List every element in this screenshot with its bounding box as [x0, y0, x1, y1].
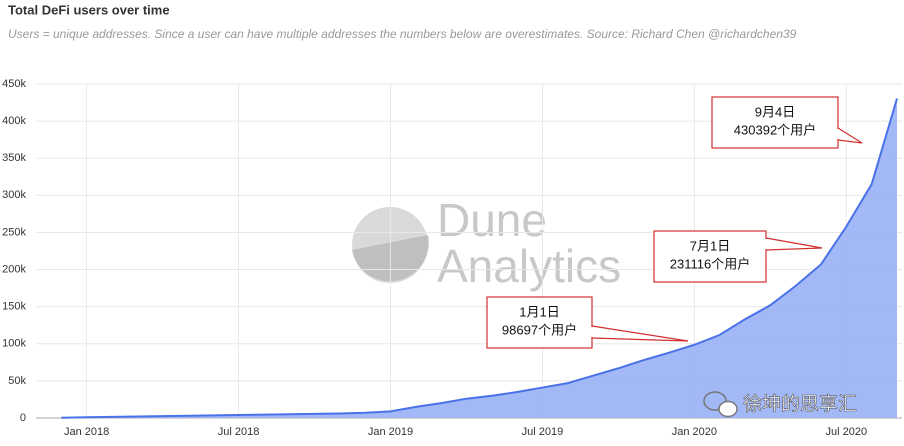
callout-box [653, 230, 767, 283]
watermark-text: Dune [437, 194, 547, 246]
chart-subtitle: Users = unique addresses. Since a user c… [8, 27, 797, 41]
area-line [61, 98, 898, 419]
y-tick-label: 50k [8, 375, 26, 387]
callout-text: 231116个用户 [670, 256, 750, 271]
callout-text: 7月1日 [690, 238, 730, 253]
callout: 9月4日 430392个用户 [711, 96, 863, 149]
callout-text: 1月1日 [519, 304, 559, 319]
area-fill [61, 98, 897, 418]
callout: 1月1日 98697个用户 [486, 296, 689, 349]
callout-text: 98697个用户 [502, 322, 577, 337]
y-tick-label: 250k [2, 226, 26, 238]
wechat-icon [718, 400, 738, 418]
y-tick-label: 0 [20, 412, 26, 424]
callout-text: 430392个用户 [734, 122, 816, 137]
x-tick-label: Jan 2018 [64, 426, 109, 438]
chart-title: Total DeFi users over time [8, 2, 170, 17]
callout-box [486, 296, 593, 349]
watermark-text: 徐坤的思享汇 [743, 393, 857, 415]
x-tick-label: Jan 2020 [672, 426, 717, 438]
x-tick-label: Jul 2019 [522, 426, 564, 438]
watermark-text: Analytics [437, 240, 621, 292]
y-tick-label: 100k [2, 338, 26, 350]
x-tick-label: Jul 2018 [218, 426, 260, 438]
callout-box [711, 96, 839, 149]
y-tick-label: 350k [2, 152, 26, 164]
y-tick-label: 400k [2, 115, 26, 127]
callout-text: 9月4日 [755, 104, 795, 119]
y-tick-label: 200k [2, 263, 26, 275]
callout: 7月1日 231116个用户 [653, 230, 823, 283]
y-tick-label: 450k [2, 78, 26, 90]
wechat-watermark: 徐坤的思享汇 [703, 391, 857, 418]
x-tick-label: Jul 2020 [826, 426, 868, 438]
y-tick-label: 150k [2, 301, 26, 313]
y-tick-label: 300k [2, 189, 26, 201]
x-tick-label: Jan 2019 [368, 426, 413, 438]
